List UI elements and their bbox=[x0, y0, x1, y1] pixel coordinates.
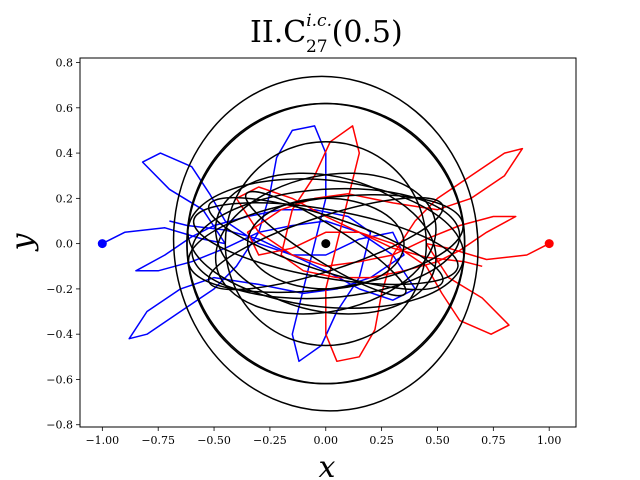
series-loop-2-13 bbox=[246, 197, 405, 290]
series-loop-2-3 bbox=[187, 178, 465, 310]
y-tick-label: −0.4 bbox=[46, 328, 73, 341]
series-loop-2-5 bbox=[192, 202, 459, 286]
y-tick-label: 0.4 bbox=[56, 147, 74, 160]
plot-area bbox=[97, 75, 554, 412]
x-tick-label: −0.75 bbox=[141, 434, 175, 447]
title-subscript: 27 bbox=[306, 37, 328, 57]
y-axis-ticks: −0.8 −0.6 −0.4 −0.2 0.0 0.2 0.4 0.6 0.8 bbox=[46, 57, 80, 432]
series-loop-2-9 bbox=[214, 172, 437, 315]
series-loop-2-1 bbox=[186, 102, 466, 385]
series-loop-2-12 bbox=[244, 190, 407, 297]
start-marker-2 bbox=[544, 239, 554, 249]
x-tick-label: 1.00 bbox=[537, 434, 562, 447]
title-suffix: (0.5) bbox=[332, 15, 403, 50]
series-line-0 bbox=[101, 125, 416, 363]
chart-title: II.Ci.c. 27 (0.5) bbox=[250, 11, 403, 57]
x-axis-ticks: −1.00 −0.75 −0.50 −0.25 0.00 0.25 0.50 0.75 1.00 bbox=[85, 427, 561, 447]
x-tick-label: 0.00 bbox=[314, 434, 339, 447]
y-tick-label: 0.2 bbox=[56, 192, 74, 205]
axes-frame bbox=[79, 57, 577, 428]
series-loop-2-11 bbox=[224, 140, 428, 347]
series-loop-2-0 bbox=[172, 75, 479, 412]
x-tick-label: 0.25 bbox=[369, 434, 394, 447]
x-tick-label: −1.00 bbox=[85, 434, 119, 447]
y-tick-label: −0.2 bbox=[46, 283, 73, 296]
series-loop-2-2 bbox=[186, 102, 466, 385]
y-axis-label: y bbox=[5, 232, 40, 252]
series-loop-2-7 bbox=[207, 196, 444, 291]
x-tick-label: 0.50 bbox=[425, 434, 450, 447]
series-line-1 bbox=[235, 125, 550, 363]
series-loop-2-10 bbox=[214, 172, 437, 315]
y-tick-label: 0.0 bbox=[56, 238, 74, 251]
y-tick-label: 0.6 bbox=[56, 102, 74, 115]
start-marker-1 bbox=[321, 239, 331, 249]
x-tick-label: −0.50 bbox=[197, 434, 231, 447]
x-tick-label: −0.25 bbox=[253, 434, 287, 447]
y-tick-label: −0.8 bbox=[46, 419, 73, 432]
start-marker-0 bbox=[97, 239, 107, 249]
y-tick-label: −0.6 bbox=[46, 373, 73, 386]
title-main: II.C bbox=[250, 15, 306, 50]
y-tick-label: 0.8 bbox=[56, 57, 74, 70]
x-tick-label: 0.75 bbox=[481, 434, 506, 447]
x-axis-label: x bbox=[319, 450, 336, 480]
title-superscript: i.c. bbox=[306, 11, 332, 31]
series-loop-2-6 bbox=[191, 187, 461, 300]
